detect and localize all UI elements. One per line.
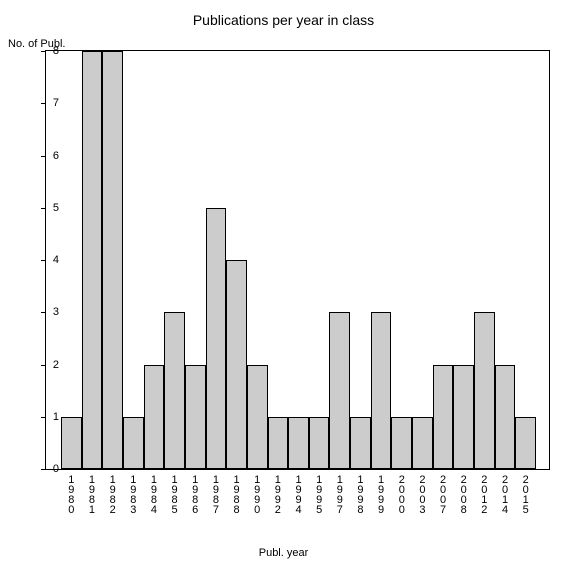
y-tick-mark [41, 365, 45, 366]
bar [515, 417, 536, 469]
bar [350, 417, 371, 469]
x-tick-label: 1983 [126, 474, 138, 514]
bar [412, 417, 433, 469]
y-tick-mark [41, 260, 45, 261]
y-tick-mark [41, 469, 45, 470]
x-tick-label: 2008 [457, 474, 469, 514]
chart-container: Publications per year in class No. of Pu… [0, 0, 567, 567]
y-tick-mark [41, 156, 45, 157]
bar [474, 312, 495, 469]
x-tick-label: 2015 [519, 474, 531, 514]
y-tick-label: 5 [43, 202, 59, 214]
y-tick-mark [41, 103, 45, 104]
plot-area [45, 50, 550, 470]
x-tick-label: 2003 [415, 474, 427, 514]
y-tick-label: 1 [43, 411, 59, 423]
bar [164, 312, 185, 469]
y-tick-label: 3 [43, 306, 59, 318]
bar [144, 365, 165, 470]
bar [288, 417, 309, 469]
y-tick-label: 4 [43, 254, 59, 266]
x-tick-label: 2007 [436, 474, 448, 514]
x-tick-label: 1985 [168, 474, 180, 514]
x-tick-label: 1981 [85, 474, 97, 514]
bar [206, 208, 227, 469]
y-tick-mark [41, 208, 45, 209]
y-tick-label: 6 [43, 150, 59, 162]
y-tick-mark [41, 312, 45, 313]
bar [123, 417, 144, 469]
x-tick-label: 1995 [312, 474, 324, 514]
bar [495, 365, 516, 470]
x-tick-label: 1994 [292, 474, 304, 514]
bar [247, 365, 268, 470]
x-tick-label: 1986 [188, 474, 200, 514]
x-tick-label: 1984 [147, 474, 159, 514]
x-tick-label: 1980 [64, 474, 76, 514]
y-tick-mark [41, 51, 45, 52]
y-tick-label: 7 [43, 97, 59, 109]
bar [453, 365, 474, 470]
bar [309, 417, 330, 469]
bar [82, 51, 103, 469]
x-tick-label: 1997 [333, 474, 345, 514]
bar [102, 51, 123, 469]
y-tick-label: 8 [43, 45, 59, 57]
bar [185, 365, 206, 470]
bar [433, 365, 454, 470]
x-tick-label: 1998 [353, 474, 365, 514]
x-tick-label: 1999 [374, 474, 386, 514]
chart-title: Publications per year in class [0, 12, 567, 28]
bar [371, 312, 392, 469]
bar [268, 417, 289, 469]
bar [391, 417, 412, 469]
x-tick-label: 1987 [209, 474, 221, 514]
bar [329, 312, 350, 469]
x-tick-label: 1992 [271, 474, 283, 514]
x-tick-label: 2012 [477, 474, 489, 514]
x-tick-label: 2014 [498, 474, 510, 514]
x-tick-label: 1982 [106, 474, 118, 514]
bar [226, 260, 247, 469]
x-axis-title: Publ. year [0, 547, 567, 559]
y-tick-label: 0 [43, 463, 59, 475]
x-tick-label: 2000 [395, 474, 407, 514]
y-tick-label: 2 [43, 359, 59, 371]
bar [61, 417, 82, 469]
y-tick-mark [41, 417, 45, 418]
x-tick-label: 1990 [250, 474, 262, 514]
x-tick-label: 1988 [230, 474, 242, 514]
